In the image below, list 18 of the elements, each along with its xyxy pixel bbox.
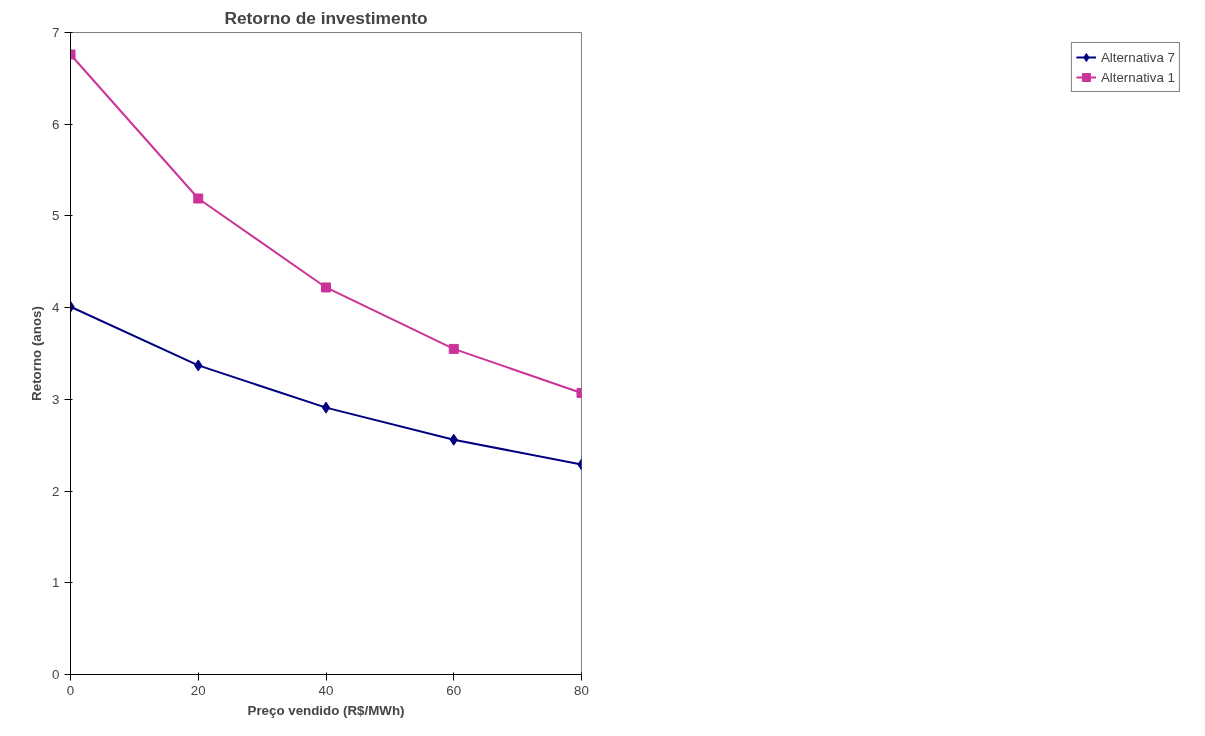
y-tick-label: 3 (52, 391, 60, 407)
x-tick-label: 20 (190, 682, 206, 698)
y-tick-label: 7 (52, 25, 60, 40)
y-tick-label: 4 (52, 300, 61, 316)
x-tick-label: 0 (66, 682, 75, 698)
y-tick-label: 1 (52, 575, 60, 591)
y-tick-label: 0 (52, 667, 60, 682)
x-tick-label: 60 (446, 682, 462, 698)
y-axis-title: Retorno (anos) (29, 306, 45, 401)
x-tick-label: 80 (574, 682, 589, 698)
x-tick-label: 40 (318, 682, 334, 698)
y-tick-label: 6 (52, 116, 60, 132)
x-axis-title: Preço vendido (R$/MWh) (247, 702, 405, 718)
legend-label: Alternativa 7 (1100, 49, 1175, 65)
legend-label: Alternativa 1 (1100, 69, 1175, 85)
chart-title: Retorno de investimento (224, 7, 428, 28)
y-tick-label: 5 (52, 208, 60, 224)
y-tick-label: 2 (52, 483, 60, 499)
